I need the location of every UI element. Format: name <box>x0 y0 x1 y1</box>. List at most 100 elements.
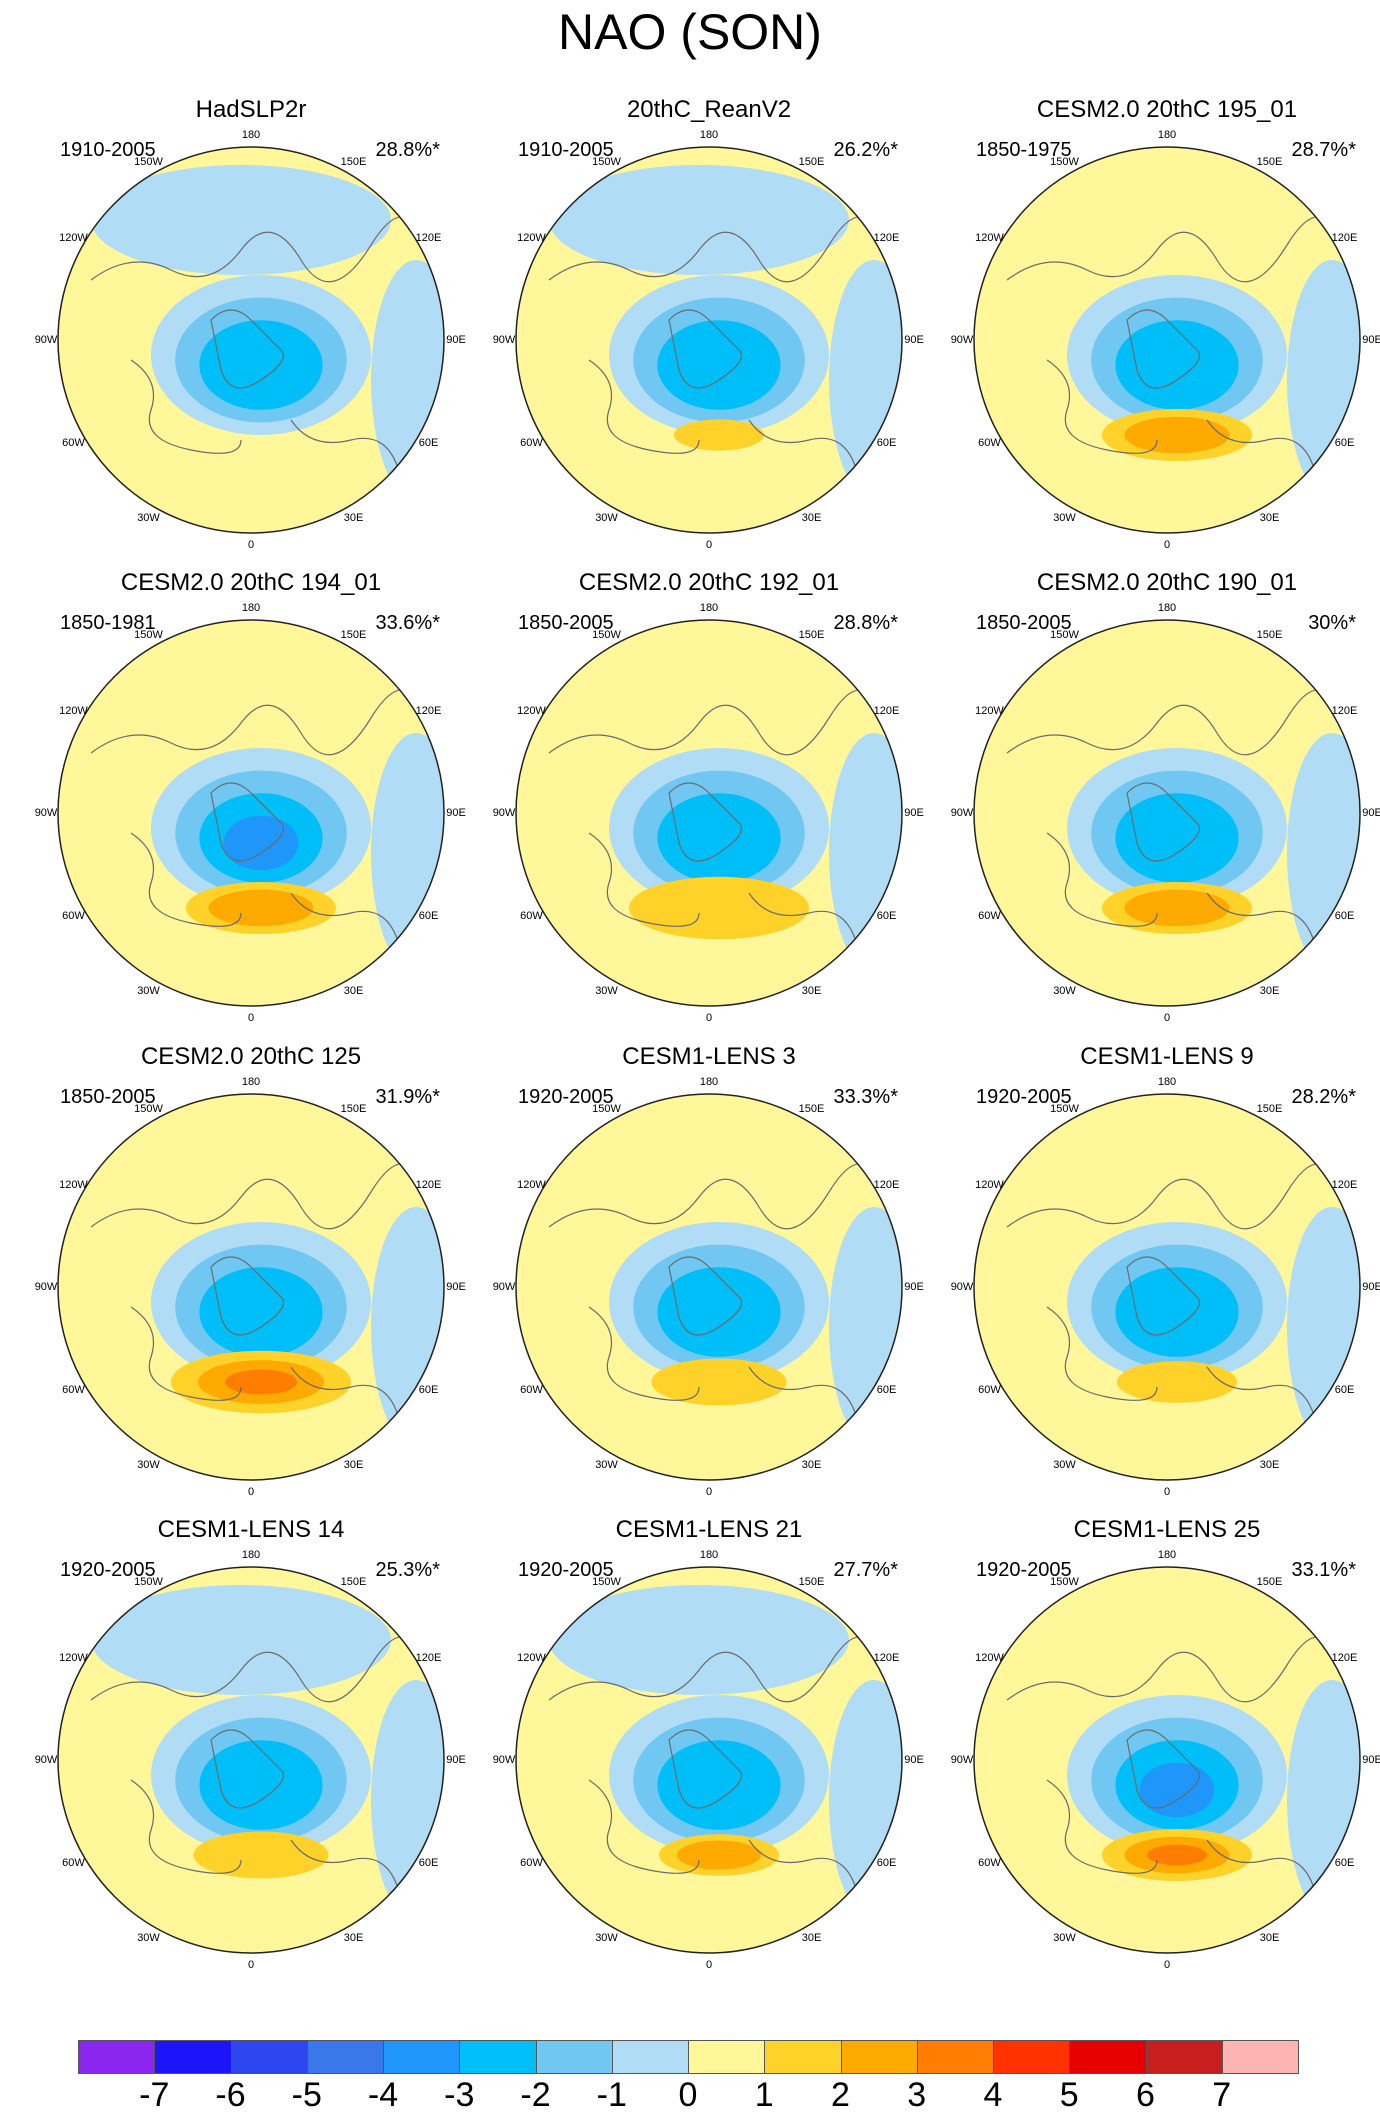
longitude-label: 60W <box>520 909 543 922</box>
longitude-label: 120W <box>517 704 546 717</box>
panel-title: CESM2.0 20thC 125 <box>140 1043 362 1070</box>
polar-map <box>515 619 903 1007</box>
coastline <box>1006 216 1348 283</box>
longitude-label: 180 <box>699 1076 719 1088</box>
longitude-label: 60W <box>978 1856 1001 1869</box>
eurasia-negative-lobe <box>829 1207 902 1447</box>
longitude-label: 30E <box>1259 511 1280 524</box>
coastline <box>588 1306 700 1401</box>
map-boundary <box>973 1093 1361 1481</box>
longitude-label: 90E <box>1362 1754 1380 1766</box>
longitude-label: 30E <box>1259 1458 1280 1471</box>
coastline <box>548 1163 890 1230</box>
map-panel: CESM2.0 20thC 195_01 1850-1975 28.7%* 180 15… <box>938 95 1380 565</box>
coastline <box>130 1306 242 1401</box>
longitude-label: 150W <box>1050 156 1079 169</box>
longitude-label: 120W <box>59 1178 88 1191</box>
longitude-label: 120E <box>415 704 442 717</box>
longitude-label: 90E <box>446 1754 466 1766</box>
pacific-negative-lobe <box>91 165 391 275</box>
longitude-label: 150E <box>340 629 367 642</box>
coastline <box>90 1636 432 1703</box>
longitude-label: 60E <box>1334 436 1355 449</box>
longitude-label: 60W <box>62 909 85 922</box>
panel-period: 1850-2005 <box>60 1086 156 1108</box>
negative-contour-level-3 <box>657 320 781 410</box>
longitude-label: 60E <box>1334 1383 1355 1396</box>
panel-variance: 26.2%* <box>833 139 899 161</box>
polar-map <box>973 1093 1361 1481</box>
coastline <box>210 782 285 862</box>
longitude-label: 120W <box>975 231 1004 244</box>
longitude-label: 60E <box>1334 1856 1355 1869</box>
longitude-label: 180 <box>1157 1549 1177 1561</box>
coastline <box>290 892 402 954</box>
longitude-label: 60E <box>1334 909 1355 922</box>
map-panel: CESM2.0 20thC 190_01 1850-2005 30%* 180 150W… <box>938 568 1380 1038</box>
map-boundary <box>57 619 445 1007</box>
longitude-label: 150W <box>134 1576 163 1589</box>
panel-variance: 28.7%* <box>1291 139 1357 161</box>
panel-title: CESM1-LENS 21 <box>615 1516 803 1543</box>
longitude-label: 90E <box>1362 807 1380 819</box>
longitude-label: 150E <box>798 1103 825 1116</box>
longitude-label: 0 <box>1163 1959 1171 1971</box>
longitude-label: 30W <box>137 1931 160 1944</box>
coastline <box>588 359 700 454</box>
longitude-label: 120W <box>975 1651 1004 1664</box>
panel-variance: 28.8%* <box>375 139 441 161</box>
longitude-label: 30W <box>137 1458 160 1471</box>
panel-variance: 30%* <box>1308 612 1356 634</box>
panel-variance: 33.3%* <box>833 1086 899 1108</box>
longitude-label: 90E <box>446 1281 466 1293</box>
longitude-label: 30W <box>595 984 618 997</box>
longitude-label: 90E <box>446 807 466 819</box>
longitude-label: 90E <box>1362 334 1380 346</box>
longitude-label: 120W <box>59 704 88 717</box>
coastline <box>588 1779 700 1874</box>
longitude-label: 120E <box>1331 1178 1358 1191</box>
coastline <box>1006 689 1348 756</box>
positive-contour-level-2 <box>208 889 314 927</box>
panel-variance: 25.3%* <box>375 1559 441 1581</box>
map-boundary <box>973 146 1361 534</box>
map-boundary <box>515 619 903 1007</box>
panel-title: CESM1-LENS 9 <box>1080 1043 1254 1070</box>
longitude-label: 60W <box>62 436 85 449</box>
positive-contour-level-3 <box>225 1369 297 1395</box>
polar-map <box>973 1566 1361 1954</box>
negative-contour-level-3 <box>199 320 323 410</box>
longitude-label: 150E <box>1256 1576 1283 1589</box>
longitude-label: 150W <box>592 1576 621 1589</box>
panel-variance: 31.9%* <box>375 1086 441 1108</box>
coastline <box>1046 359 1158 454</box>
coastline <box>748 1839 860 1901</box>
panel-period: 1910-2005 <box>60 139 156 161</box>
polar-map <box>57 1566 445 1954</box>
longitude-label: 180 <box>1157 129 1177 141</box>
coastline <box>90 689 432 756</box>
positive-contour-level-1 <box>674 419 764 451</box>
longitude-label: 30W <box>1053 1931 1076 1944</box>
longitude-label: 30W <box>137 984 160 997</box>
eurasia-negative-lobe <box>829 260 902 500</box>
map-panel: 20thC_ReanV2 1910-2005 26.2%* 180 150W 150E 12… <box>480 95 938 565</box>
map-panel: CESM1-LENS 14 1920-2005 25.3%* 180 150W 150E 1… <box>22 1515 480 1985</box>
longitude-label: 90W <box>950 1281 974 1293</box>
positive-contour-level-1 <box>651 1358 787 1406</box>
longitude-label: 120E <box>873 1178 900 1191</box>
longitude-label: 150W <box>1050 1576 1079 1589</box>
coastline <box>668 782 743 862</box>
coastline <box>748 1366 860 1428</box>
eurasia-negative-lobe <box>371 1207 444 1447</box>
polar-map <box>515 1566 903 1954</box>
longitude-label: 90W <box>950 807 974 819</box>
map-boundary <box>973 619 1361 1007</box>
positive-contour-level-1 <box>629 876 809 940</box>
longitude-label: 0 <box>1163 1486 1171 1498</box>
panel-title: 20thC_ReanV2 <box>626 96 792 123</box>
longitude-label: 90W <box>34 334 58 346</box>
longitude-label: 90W <box>34 807 58 819</box>
longitude-label: 30E <box>801 1458 822 1471</box>
